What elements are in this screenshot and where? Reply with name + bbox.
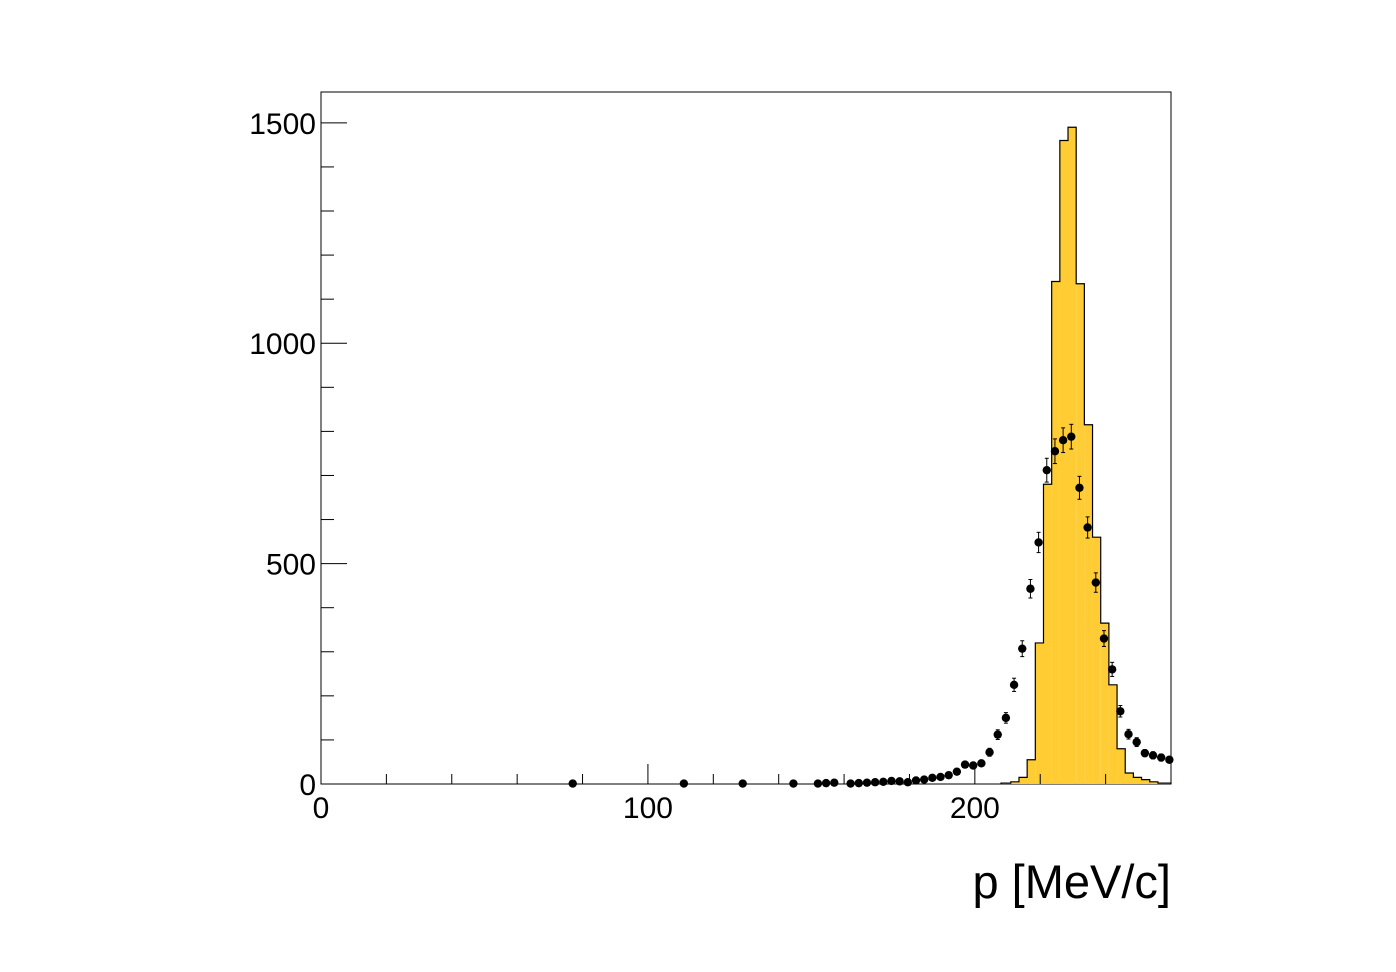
data-point [854,778,863,788]
data-point [936,772,945,782]
data-point [1083,523,1092,532]
data-point [1001,713,1011,723]
histogram-layer [1000,126,1172,784]
data-point [1058,436,1068,445]
data-point [862,778,872,787]
x-tick-label: 200 [950,792,1000,825]
x-tick-label: 100 [623,792,673,825]
data-point [789,779,798,788]
data-point [1075,483,1084,493]
data-point [1067,432,1076,441]
data-point [1124,729,1133,739]
data-point [944,770,953,780]
data-point [993,730,1002,739]
data-point [1132,737,1141,747]
histogram-bar [1100,623,1109,784]
histogram-bar [1125,772,1134,784]
histogram-bar [1133,777,1142,784]
plot-frame [320,91,1172,785]
data-point [952,767,962,776]
data-point [813,779,823,788]
data-point [830,778,839,787]
data-point [1165,755,1174,764]
data-point [1107,665,1117,674]
data-point [1116,707,1125,716]
data-point [903,778,913,787]
data-point [887,776,896,786]
data-point [568,779,577,788]
y-tick-label: 0 [299,769,316,802]
y-tick-label: 500 [266,549,316,582]
data-point [1148,751,1158,760]
data-point [738,779,747,788]
data-point [985,748,994,757]
histogram-bar [1108,684,1118,784]
data-point [1091,578,1101,587]
histogram-bar [1018,777,1028,784]
data-point [977,759,986,768]
data-point [969,761,978,770]
data-point [1018,644,1027,653]
data-point [911,776,921,785]
y-tick-label: 1000 [249,328,316,361]
x-axis-label: p [MeV/c] [972,855,1171,908]
data-point [1099,634,1109,643]
histogram-bar [1076,283,1085,784]
data-point [1140,748,1150,758]
histogram-bar [1068,127,1077,784]
histogram-bar [1059,140,1069,784]
histogram-bar [1092,537,1101,784]
data-point [1026,584,1035,593]
data-point [679,779,689,788]
data-point [1156,753,1166,762]
histogram-bar [1149,781,1158,784]
data-point [879,777,888,786]
data-point [1009,680,1019,690]
histogram-bar [1027,759,1036,784]
data-point [1050,447,1060,456]
histogram-bar [1035,642,1044,784]
data-point [821,778,831,788]
histogram-bar [1043,484,1052,784]
axes-layer: 0 100 200 0 500 1000 1500 [249,108,1172,825]
data-point [960,760,970,769]
x-tick-label: 0 [313,792,330,825]
data-point [919,775,929,784]
data-point [1034,538,1043,547]
data-point [870,778,880,787]
data-point [895,777,904,786]
y-tick-label: 1500 [249,108,316,141]
data-point [928,773,937,783]
histogram-bar [1117,748,1126,784]
histogram-bar [1141,779,1150,784]
histogram-bar [1084,424,1093,784]
data-point [1042,465,1051,475]
histogram-bar [1051,281,1060,784]
histogram-bar [1010,781,1019,784]
histogram-outline [1000,126,1172,784]
data-point [846,779,855,788]
